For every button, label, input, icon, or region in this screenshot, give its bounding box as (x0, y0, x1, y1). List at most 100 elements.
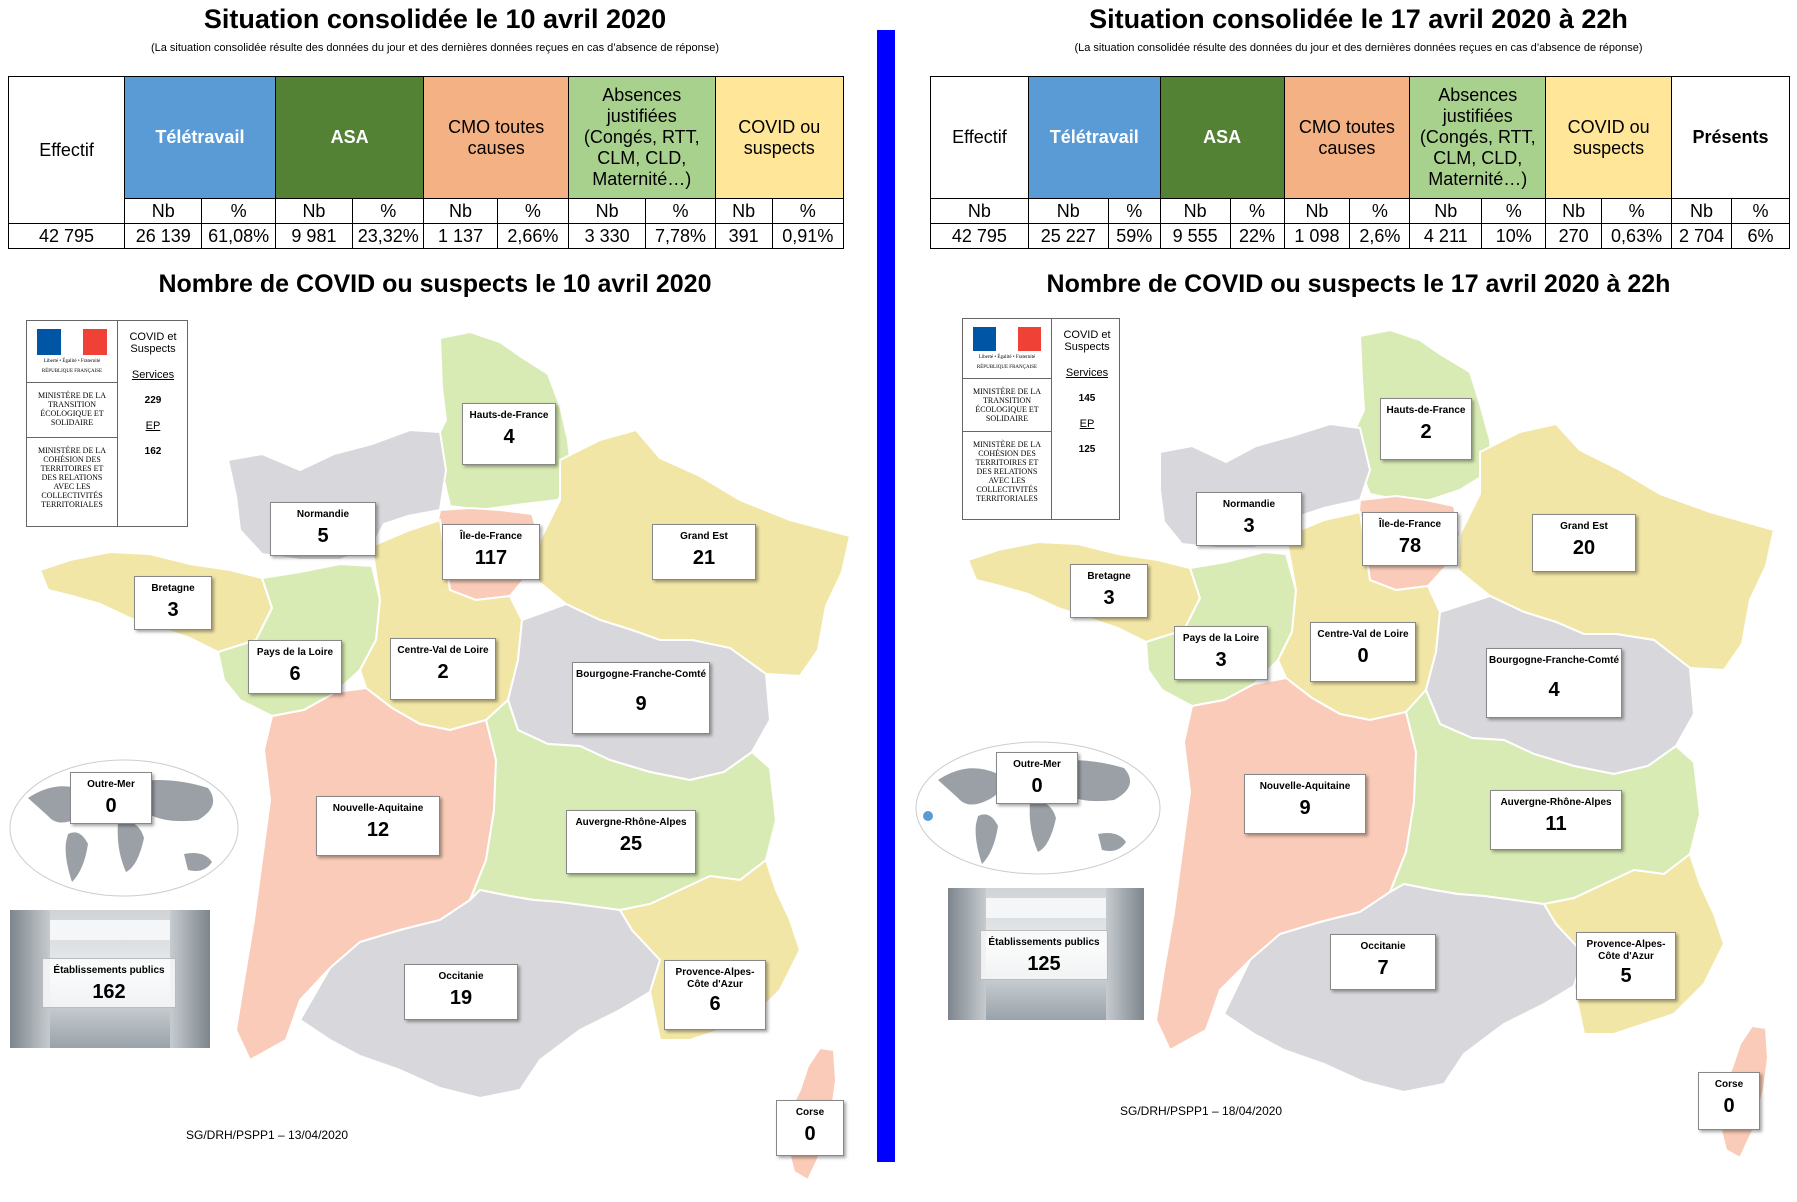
sub-nb: Nb (714, 198, 773, 224)
region-value: 5 (317, 525, 329, 547)
label-bfc: Bourgogne-Franche-Comté 9 (572, 662, 710, 734)
region-value: 19 (449, 987, 473, 1009)
marianne-logo-icon (37, 329, 107, 355)
value-covid-pct: 0,63% (1601, 223, 1673, 249)
value-tele-nb: 25 227 (1027, 223, 1109, 249)
value-tele-nb: 26 139 (124, 223, 203, 249)
region-name: Normandie (296, 509, 350, 520)
value-abs-nb: 3 330 (567, 223, 647, 249)
value-tele-pct: 59% (1107, 223, 1161, 249)
label-na: Nouvelle-Aquitaine 12 (316, 796, 440, 856)
region-value: 78 (1398, 535, 1422, 557)
header-covid: COVID ou suspects (1545, 76, 1673, 199)
ministry-cohesion: MINISTÈRE DE LA COHÉSION DES TERRITOIRES… (38, 446, 106, 509)
region-value: 25 (619, 833, 643, 855)
region-name: Bretagne (1087, 571, 1131, 582)
region-value: 7 (1377, 957, 1389, 979)
sub-pct: % (1107, 198, 1161, 224)
region-name: Auvergne-Rhône-Alpes (575, 817, 687, 828)
label-idf: Île-de-France 78 (1362, 512, 1458, 566)
legend-ep-label: EP (1079, 418, 1095, 430)
value-abs-pct: 10% (1481, 223, 1547, 249)
region-name: Grand Est (680, 531, 728, 542)
value-cmo-pct: 2,66% (496, 223, 569, 249)
motto: Liberté • Égalité • Fraternité (43, 359, 101, 364)
label-paca: Provence-Alpes-Côte d'Azur 5 (1576, 932, 1676, 1000)
region-name: Hauts-de-France (469, 410, 549, 421)
left-stats-table: Effectif Télétravail ASA CMO toutes caus… (7, 76, 845, 249)
region-value: 20 (1572, 537, 1596, 559)
region-value: 9 (635, 693, 647, 715)
region-value: 3 (1103, 587, 1115, 609)
header-asa: ASA (1159, 76, 1285, 199)
label-occitanie: Occitanie 19 (404, 964, 518, 1020)
label-outremer: Outre-Mer 0 (70, 772, 152, 824)
sub-nb: Nb (1671, 198, 1732, 224)
region-name: Centre-Val de Loire (397, 645, 489, 656)
region-value: 3 (167, 599, 179, 621)
legend-services-label: Services (131, 369, 175, 381)
label-bretagne: Bretagne 3 (1070, 564, 1148, 618)
region-value: 3 (1243, 515, 1255, 537)
ministry-cohesion: MINISTÈRE DE LA COHÉSION DES TERRITOIRES… (973, 440, 1041, 503)
value-pres-pct: 6% (1730, 223, 1791, 249)
left-footer: SG/DRH/PSPP1 – 13/04/2020 (186, 1128, 349, 1142)
right-etablissements-image (948, 888, 1144, 1020)
region-name: Bourgogne-Franche-Comté (1489, 655, 1619, 666)
header-cmo: CMO toutes causes (423, 76, 569, 199)
label-etab: Établissements publics 125 (980, 930, 1108, 980)
region-value: 6 (709, 993, 721, 1015)
label-na: Nouvelle-Aquitaine 9 (1244, 774, 1366, 834)
region-value: 2 (1420, 421, 1432, 443)
region-name: Centre-Val de Loire (1317, 629, 1409, 640)
label-etab: Établissements publics 162 (42, 958, 176, 1008)
sub-pct: % (1601, 198, 1673, 224)
right-world-map (915, 741, 1161, 875)
region-value: 21 (692, 547, 716, 569)
header-effectif: Effectif (930, 76, 1029, 199)
sub-pct: % (1349, 198, 1411, 224)
region-value: 2 (437, 661, 449, 683)
region-value: 0 (804, 1123, 816, 1145)
left-map-title: Nombre de COVID ou suspects le 10 avril … (158, 270, 712, 298)
legend-services-value: 145 (1078, 393, 1096, 404)
marianne-logo-icon (973, 327, 1041, 351)
region-value: 0 (1357, 645, 1369, 667)
value-cmo-pct: 2,6% (1349, 223, 1411, 249)
legend-ep-value: 125 (1078, 444, 1096, 455)
region-name: Bourgogne-Franche-Comté (576, 669, 706, 680)
sub-pct: % (201, 198, 276, 224)
region-name: Établissements publics (988, 937, 1100, 948)
republique-francaise: RÉPUBLIQUE FRANÇAISE (976, 365, 1038, 370)
value-asa-pct: 22% (1229, 223, 1285, 249)
region-name: Île-de-France (1378, 519, 1442, 530)
sub-nb: Nb (1409, 198, 1483, 224)
right-legend: Liberté • Égalité • Fraternité RÉPUBLIQU… (962, 318, 1120, 520)
sub-nb: Nb (930, 198, 1029, 224)
value-cmo-nb: 1 098 (1283, 223, 1351, 249)
region-name: Nouvelle-Aquitaine (1259, 781, 1351, 792)
sub-pct: % (496, 198, 569, 224)
region-name: Hauts-de-France (1386, 405, 1466, 416)
republique-francaise: RÉPUBLIQUE FRANÇAISE (41, 369, 103, 374)
region-name: Pays de la Loire (1182, 633, 1260, 644)
value-tele-pct: 61,08% (201, 223, 276, 249)
label-cvl: Centre-Val de Loire 2 (390, 638, 496, 700)
label-ara: Auvergne-Rhône-Alpes 25 (566, 810, 696, 874)
sub-pct: % (1229, 198, 1285, 224)
value-asa-nb: 9 981 (274, 223, 354, 249)
sub-nb: Nb (1027, 198, 1109, 224)
region-name: Outre-Mer (1013, 759, 1061, 770)
label-bretagne: Bretagne 3 (134, 576, 212, 630)
label-hdf: Hauts-de-France 4 (462, 403, 556, 465)
label-cvl: Centre-Val de Loire 0 (1310, 622, 1416, 682)
region-name: Nouvelle-Aquitaine (332, 803, 424, 814)
region-value: 6 (289, 663, 301, 685)
header-teletravail: Télétravail (1027, 76, 1161, 199)
region-value: 0 (1723, 1095, 1735, 1117)
sub-nb: Nb (567, 198, 647, 224)
region-name: Corse (795, 1107, 825, 1118)
sub-nb: Nb (274, 198, 354, 224)
label-idf: Île-de-France 117 (442, 524, 540, 580)
header-covid: COVID ou suspects (714, 76, 845, 199)
